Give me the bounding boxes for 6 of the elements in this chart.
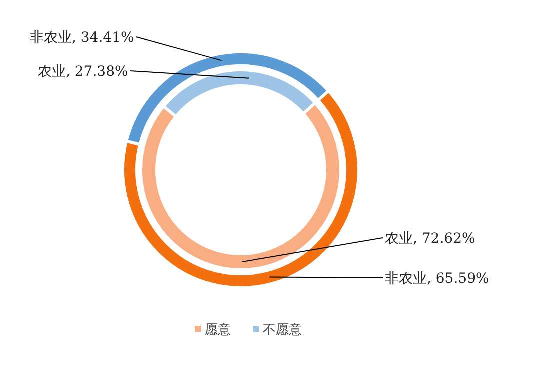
data-label: 非农业, 65.59% (385, 271, 490, 287)
data-label: 非农业, 34.41% (30, 30, 134, 46)
legend-label: 不愿意 (263, 323, 302, 338)
data-label: 农业, 27.38% (38, 64, 128, 80)
legend-label: 愿意 (205, 323, 231, 338)
data-label: 农业, 72.62% (385, 231, 476, 247)
